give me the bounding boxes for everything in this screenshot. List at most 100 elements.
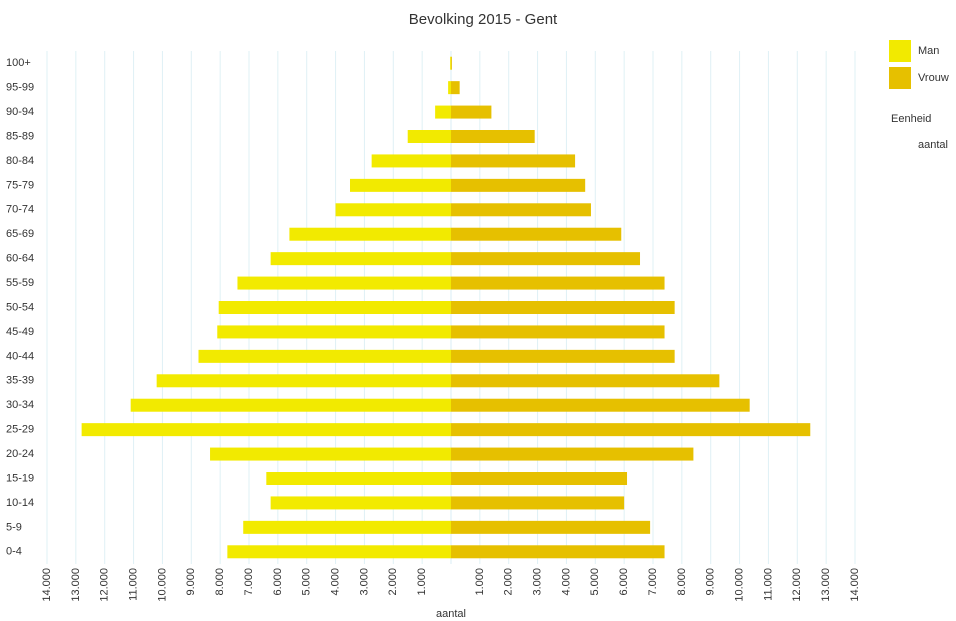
x-tick-label: 8.000 (214, 568, 226, 596)
x-tick-label: 13.000 (70, 568, 82, 602)
bar (451, 545, 665, 559)
bar (451, 56, 452, 70)
x-tick-label: 9.000 (185, 568, 197, 596)
bar (218, 301, 451, 314)
bar (451, 325, 665, 339)
bar (451, 227, 622, 241)
bar (198, 349, 451, 363)
y-tick-label: 90-94 (6, 106, 34, 118)
bar (451, 520, 651, 534)
bar (81, 423, 451, 437)
legend-label: Man (918, 45, 939, 57)
bar (130, 398, 451, 412)
y-tick-label: 80-84 (6, 155, 34, 167)
chart-title: Bevolking 2015 - Gent (409, 11, 558, 28)
x-tick-label: 6.000 (618, 568, 630, 596)
bar (450, 56, 451, 70)
bar (451, 81, 460, 95)
bar (451, 178, 586, 192)
x-tick-label: 13.000 (820, 568, 832, 602)
bar (371, 154, 451, 168)
x-tick-label: 5.000 (589, 568, 601, 596)
bar (451, 374, 720, 388)
y-tick-label: 5-9 (6, 521, 22, 533)
bar (227, 545, 451, 559)
unit-title: Eenheid (891, 113, 931, 125)
bar (289, 227, 451, 241)
x-tick-label: 2.000 (503, 568, 515, 596)
y-tick-label: 30-34 (6, 399, 34, 411)
bar (451, 472, 628, 485)
y-tick-label: 25-29 (6, 424, 34, 436)
bar (448, 81, 451, 95)
x-axis-label: aantal (436, 608, 466, 620)
bar (451, 423, 811, 437)
x-tick-label: 11.000 (762, 568, 774, 601)
legend-swatch (889, 67, 911, 89)
x-tick-label: 14.000 (41, 568, 53, 602)
bar (451, 447, 694, 461)
bar (451, 252, 641, 266)
bar (217, 325, 451, 339)
y-tick-label: 45-49 (6, 326, 34, 338)
x-tick-label: 10.000 (156, 568, 168, 602)
x-tick-label: 11.000 (127, 568, 139, 601)
x-tick-label: 3.000 (358, 568, 370, 596)
y-tick-label: 10-14 (6, 497, 34, 509)
y-tick-label: 70-74 (6, 204, 34, 216)
legend-swatch (889, 40, 911, 62)
x-tick-label: 1.000 (474, 568, 486, 596)
bar (451, 154, 576, 168)
y-tick-label: 60-64 (6, 253, 34, 265)
bar (451, 398, 750, 412)
x-tick-label: 4.000 (329, 568, 341, 596)
legend-label: Vrouw (918, 72, 949, 84)
y-tick-label: 0-4 (6, 546, 22, 558)
bar (451, 105, 492, 119)
x-tick-label: 12.000 (791, 568, 803, 602)
bar (350, 178, 451, 192)
y-tick-label: 95-99 (6, 82, 34, 94)
bar (451, 130, 535, 143)
x-tick-label: 9.000 (705, 568, 717, 596)
bar (451, 349, 675, 363)
y-tick-label: 20-24 (6, 448, 34, 460)
y-tick-label: 85-89 (6, 130, 34, 142)
bar (451, 301, 675, 314)
x-tick-label: 12.000 (99, 568, 111, 602)
x-tick-label: 6.000 (272, 568, 284, 596)
y-tick-label: 15-19 (6, 472, 34, 484)
y-tick-label: 75-79 (6, 179, 34, 191)
bar (210, 447, 451, 461)
bar (156, 374, 451, 388)
bar (435, 105, 451, 119)
x-tick-label: 4.000 (560, 568, 572, 596)
bar (270, 496, 451, 510)
bar (270, 252, 451, 266)
bar (451, 276, 665, 290)
x-tick-label: 14.000 (849, 568, 861, 602)
y-tick-label: 40-44 (6, 350, 34, 362)
y-tick-label: 55-59 (6, 277, 34, 289)
bar (407, 130, 451, 143)
x-tick-label: 1.000 (416, 568, 428, 596)
bar (243, 520, 451, 534)
x-tick-label: 8.000 (676, 568, 688, 596)
x-tick-label: 2.000 (387, 568, 399, 596)
bar (451, 496, 625, 510)
y-tick-label: 35-39 (6, 375, 34, 387)
y-tick-label: 100+ (6, 57, 31, 69)
y-tick-label: 65-69 (6, 228, 34, 240)
bar (237, 276, 451, 290)
bar (451, 203, 591, 217)
x-tick-label: 3.000 (531, 568, 543, 596)
x-tick-label: 7.000 (243, 568, 255, 596)
bar (335, 203, 451, 217)
unit: aantal (918, 139, 948, 151)
x-tick-label: 5.000 (301, 568, 313, 596)
x-tick-label: 7.000 (647, 568, 659, 596)
y-tick-label: 50-54 (6, 301, 34, 313)
bar (266, 472, 451, 485)
